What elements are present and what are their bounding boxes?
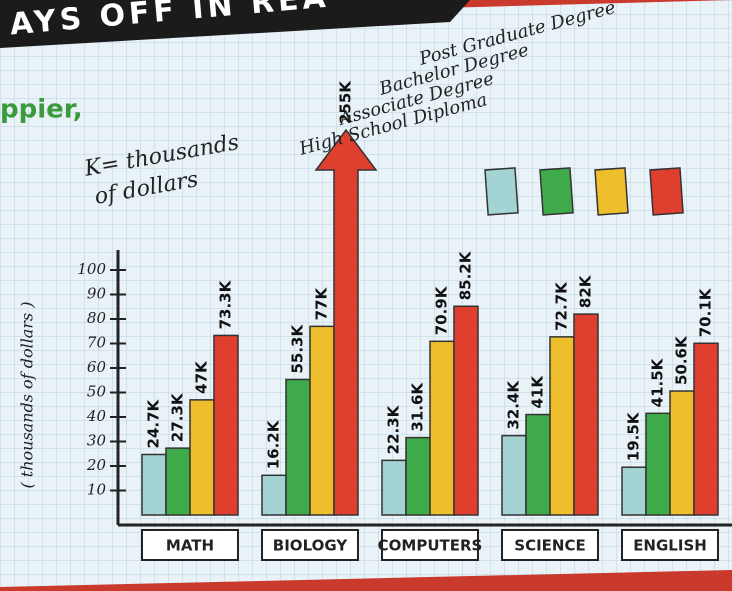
bar [406, 438, 430, 515]
bar [454, 306, 478, 515]
bar [166, 448, 190, 515]
y-tick-label: 20 [86, 456, 107, 474]
chart: AYS OFF IN REA ppier, K= thousands of do… [0, 0, 732, 587]
value-label: 70.9K [433, 285, 451, 335]
value-label: 27.3K [169, 392, 187, 442]
subtitle: ppier, [0, 95, 83, 125]
value-label: 41K [529, 375, 547, 409]
value-label: 77K [313, 286, 331, 320]
bar [502, 436, 526, 515]
bar [286, 380, 310, 515]
value-label: 32.4K [505, 380, 523, 430]
value-label: 16.2K [265, 419, 283, 469]
legend-swatch [485, 168, 518, 215]
bar [214, 335, 238, 515]
x-tick-label: COMPUTERS [378, 537, 483, 555]
page: AYS OFF IN REA ppier, K= thousands of do… [0, 0, 732, 587]
bar [646, 413, 670, 515]
legend-swatch [540, 168, 573, 215]
bar [622, 467, 646, 515]
value-label: 70.1K [697, 287, 715, 337]
legend-swatch [650, 168, 683, 215]
value-label: 41.5K [649, 357, 667, 407]
x-tick-label: MATH [166, 537, 214, 555]
x-tick-label: BIOLOGY [273, 537, 349, 555]
x-tick-label: ENGLISH [633, 537, 707, 555]
value-label: 31.6K [409, 382, 427, 432]
value-label: 72.7K [553, 281, 571, 331]
y-tick-label: 50 [87, 383, 107, 401]
y-tick-label: 30 [87, 432, 107, 450]
value-label: 19.5K [625, 411, 643, 461]
y-tick-label: 70 [87, 334, 107, 352]
y-tick-label: 60 [87, 358, 107, 376]
y-tick-label: 100 [77, 260, 106, 278]
value-label: 47K [193, 360, 211, 394]
y-axis-label: ( thousands of dollars ) [18, 301, 37, 488]
value-label: 22.3K [385, 404, 403, 454]
legend-swatch [595, 168, 628, 215]
value-label: 85.2K [457, 250, 475, 300]
value-label: 50.6K [673, 335, 691, 385]
bar [550, 337, 574, 515]
value-label: 73.3K [217, 279, 235, 329]
bar [694, 343, 718, 515]
bar [574, 314, 598, 515]
value-label: 24.7K [145, 398, 163, 448]
value-label: 82K [577, 274, 595, 308]
bar [670, 391, 694, 515]
bar [382, 460, 406, 515]
y-tick-label: 90 [87, 285, 107, 303]
bar [190, 400, 214, 515]
bar [430, 341, 454, 515]
x-tick-label: SCIENCE [514, 537, 585, 555]
bar [262, 475, 286, 515]
bar [526, 415, 550, 515]
y-tick-label: 10 [87, 481, 107, 499]
bar [142, 454, 166, 515]
bar [310, 326, 334, 515]
value-label: 55.3K [289, 324, 307, 374]
y-tick-label: 40 [86, 407, 107, 425]
y-tick-label: 80 [87, 309, 107, 327]
